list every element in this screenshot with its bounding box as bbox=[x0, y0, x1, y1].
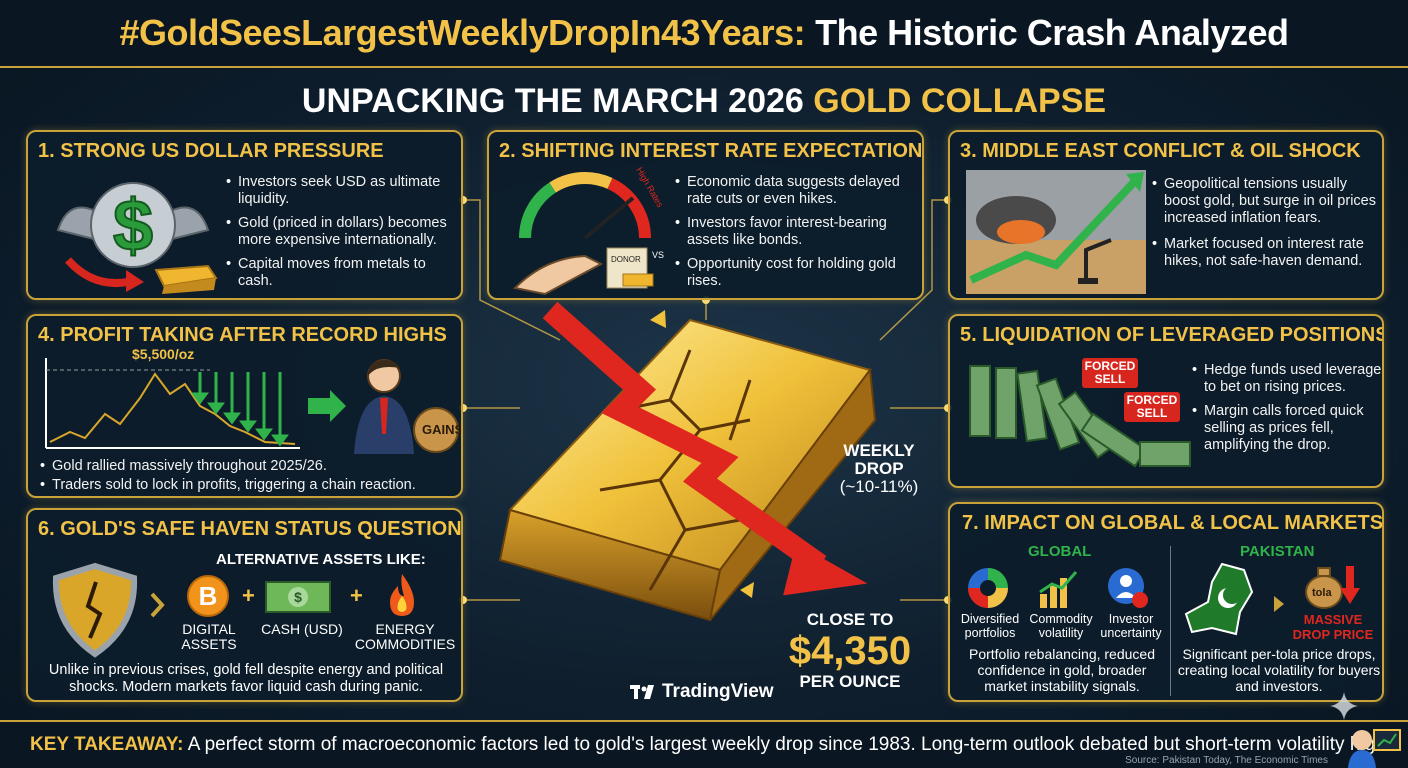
bullet: Capital moves from metals to cash. bbox=[226, 256, 458, 290]
close-price: $4,350 bbox=[788, 629, 912, 673]
tola-label: tola bbox=[1312, 587, 1332, 599]
cash-dominoes-icon bbox=[969, 358, 1191, 468]
global-icon-label: Investor uncertainty bbox=[1100, 612, 1162, 640]
panel-liquidation: 5. LIQUIDATION OF LEVERAGED POSITIONS FO… bbox=[948, 314, 1384, 488]
asset-label-digital: DIGITAL ASSETS bbox=[181, 621, 237, 652]
profit-chart-icon bbox=[45, 358, 459, 454]
footer: KEY TAKEAWAY: A perfect storm of macroec… bbox=[0, 720, 1408, 768]
tradingview-logo: TradingView bbox=[630, 680, 774, 704]
close-price-block: CLOSE TO $4,350 PER OUNCE bbox=[782, 610, 918, 692]
cracked-shield-icon bbox=[52, 562, 138, 658]
money-bag-drop-icon bbox=[1305, 566, 1360, 609]
takeaway-label: KEY TAKEAWAY: bbox=[30, 734, 184, 755]
tradingview-wordmark: TradingView bbox=[662, 681, 774, 702]
weekly-drop-label: WEEKLY DROP (~10-11%) bbox=[834, 442, 924, 496]
weekly-drop-percent: (~10-11%) bbox=[839, 477, 919, 496]
global-icon-label: Diversified portfolios bbox=[960, 612, 1020, 640]
pakistan-map-icon bbox=[1184, 562, 1254, 636]
weekly-drop-text: WEEKLY DROP bbox=[843, 441, 915, 478]
bullet: Investors favor interest-bearing assets … bbox=[675, 215, 915, 249]
subheading-white: UNPACKING THE MARCH 2026 bbox=[301, 82, 804, 120]
svg-text:B: B bbox=[199, 581, 218, 611]
subheading-gold: GOLD COLLAPSE bbox=[813, 82, 1107, 120]
sparkle-icon bbox=[1330, 692, 1358, 720]
panel-us-dollar: 1. STRONG US DOLLAR PRESSURE $ Investors… bbox=[26, 130, 463, 300]
panel-title: 7. IMPACT ON GLOBAL & LOCAL MARKETS bbox=[962, 512, 1384, 534]
bullet: Hedge funds used leverage to bet on risi… bbox=[1192, 362, 1382, 396]
bullet-list: Economic data suggests delayed rate cuts… bbox=[675, 174, 915, 297]
dollar-strongman-icon: $ bbox=[56, 182, 218, 294]
alternative-assets-heading: ALTERNATIVE ASSETS LIKE: bbox=[216, 551, 426, 568]
investor-alert-icon bbox=[1108, 568, 1148, 608]
panel-safe-haven: 6. GOLD'S SAFE HAVEN STATUS QUESTIONED A… bbox=[26, 508, 463, 702]
doc-label: DONOR bbox=[611, 255, 641, 264]
bar-chart-icon bbox=[1039, 571, 1078, 608]
forced-sell-tag: FORCED SELL bbox=[1126, 393, 1178, 420]
oil-conflict-icon bbox=[966, 170, 1146, 294]
headline: #GoldSeesLargestWeeklyDropIn43Years: The… bbox=[0, 0, 1408, 68]
pakistan-text: Significant per-tola price drops, creati… bbox=[1177, 646, 1381, 694]
peak-price-label: $5,500/oz bbox=[132, 346, 195, 362]
gains-bag-label: GAINS bbox=[422, 422, 463, 437]
panel-title: 1. STRONG US DOLLAR PRESSURE bbox=[38, 140, 384, 162]
forced-sell-tag: FORCED SELL bbox=[1084, 359, 1136, 386]
panel-title: 2. SHIFTING INTEREST RATE EXPECTATIONS bbox=[499, 140, 924, 162]
pie-chart-icon bbox=[968, 568, 1008, 608]
cracked-gold-bar-illustration bbox=[498, 301, 877, 622]
bullet-list: Gold rallied massively throughout 2025/2… bbox=[40, 458, 460, 496]
asset-label-energy: ENERGY COMMODITIES bbox=[354, 621, 456, 652]
key-takeaway: KEY TAKEAWAY: A perfect storm of macroec… bbox=[30, 734, 1391, 756]
subheading: UNPACKING THE MARCH 2026 GOLD COLLAPSE bbox=[0, 82, 1408, 122]
chevron-right-icon bbox=[150, 592, 165, 618]
safe-haven-body: Unlike in previous crises, gold fell des… bbox=[48, 662, 444, 695]
panel-title: 6. GOLD'S SAFE HAVEN STATUS QUESTIONED bbox=[38, 518, 463, 540]
panel-profit-taking: 4. PROFIT TAKING AFTER RECORD HIGHS $5,5… bbox=[26, 314, 463, 498]
bullet: Economic data suggests delayed rate cuts… bbox=[675, 174, 915, 208]
bullet: Market focused on interest rate hikes, n… bbox=[1152, 236, 1382, 270]
cash-icon: $ bbox=[265, 581, 331, 613]
presenter-avatar-icon bbox=[1348, 729, 1401, 768]
global-icon-label: Commodity volatility bbox=[1029, 612, 1093, 640]
headline-hashtag: #GoldSeesLargestWeeklyDropIn43Years: bbox=[119, 12, 806, 53]
panel-interest-rates: 2. SHIFTING INTEREST RATE EXPECTATIONS H… bbox=[487, 130, 924, 300]
per-ounce-label: PER OUNCE bbox=[799, 672, 901, 691]
source-credit: Source: Pakistan Today, The Economic Tim… bbox=[1125, 755, 1328, 766]
plus-sign: + bbox=[350, 583, 363, 608]
tradingview-icon bbox=[630, 685, 654, 699]
massive-drop-label: MASSIVE DROP PRICE bbox=[1292, 612, 1374, 642]
bullet: Geopolitical tensions usually boost gold… bbox=[1152, 176, 1382, 227]
svg-text:$: $ bbox=[294, 589, 302, 605]
vs-label: VS bbox=[652, 250, 665, 260]
bullet: Gold rallied massively throughout 2025/2… bbox=[40, 458, 460, 475]
asset-label-cash: CASH (USD) bbox=[261, 621, 343, 637]
global-heading: GLOBAL bbox=[1028, 543, 1092, 560]
svg-text:$: $ bbox=[113, 186, 153, 266]
takeaway-text: A perfect storm of macroeconomic factors… bbox=[187, 734, 1392, 755]
close-to-label: CLOSE TO bbox=[806, 610, 894, 629]
panel-title: 5. LIQUIDATION OF LEVERAGED POSITIONS bbox=[960, 324, 1384, 346]
pakistan-heading: PAKISTAN bbox=[1240, 543, 1315, 560]
fire-icon bbox=[390, 574, 414, 616]
panel-middle-east: 3. MIDDLE EAST CONFLICT & OIL SHOCK Geop… bbox=[948, 130, 1384, 300]
chevron-right-icon bbox=[1274, 596, 1284, 612]
bullet-list: Investors seek USD as ultimate liquidity… bbox=[226, 174, 458, 297]
bullet: Investors seek USD as ultimate liquidity… bbox=[226, 174, 458, 208]
section-divider bbox=[1170, 546, 1171, 696]
global-text: Portfolio rebalancing, reduced confidenc… bbox=[968, 646, 1155, 694]
bullet: Gold (priced in dollars) becomes more ex… bbox=[226, 215, 458, 249]
bullet-list: Hedge funds used leverage to bet on risi… bbox=[1192, 362, 1382, 461]
bullet-list: Geopolitical tensions usually boost gold… bbox=[1152, 176, 1382, 272]
bullet: Traders sold to lock in profits, trigger… bbox=[40, 477, 460, 494]
panel-market-impact: 7. IMPACT ON GLOBAL & LOCAL MARKETS GLOB… bbox=[948, 502, 1384, 702]
rate-gauge-icon bbox=[512, 172, 654, 296]
plus-sign: + bbox=[242, 583, 255, 608]
panel-title: 4. PROFIT TAKING AFTER RECORD HIGHS bbox=[38, 324, 447, 346]
headline-title: The Historic Crash Analyzed bbox=[815, 12, 1289, 53]
bullet: Margin calls forced quick selling as pri… bbox=[1192, 403, 1382, 454]
bullet: Opportunity cost for holding gold rises. bbox=[675, 256, 915, 290]
panel-title: 3. MIDDLE EAST CONFLICT & OIL SHOCK bbox=[960, 140, 1361, 162]
bitcoin-icon: B bbox=[187, 575, 229, 617]
